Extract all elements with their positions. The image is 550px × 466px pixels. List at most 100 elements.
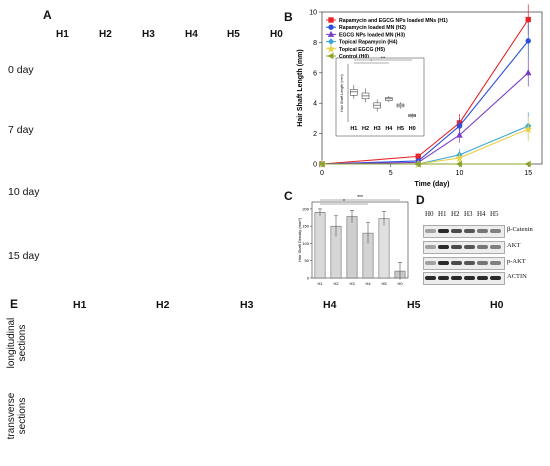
series-line-1 bbox=[321, 19, 529, 165]
blot-band bbox=[464, 229, 475, 233]
inset-category-label: H1 bbox=[350, 126, 357, 132]
series-line-3 bbox=[321, 72, 529, 165]
panel-b-line-chart: 0 2 4 6 8 10 0 5 10 15 Time (day) Hair Shaft Length… bbox=[297, 4, 543, 188]
blot-band bbox=[477, 276, 488, 280]
y-tick-label: 150 bbox=[302, 224, 309, 229]
inset-category-label: H2 bbox=[362, 126, 369, 132]
panel-e-row-label-word: longitudinal bbox=[6, 317, 17, 369]
panel-a-col-h4: H4 bbox=[185, 29, 198, 40]
panel-e-col-h1: H1 bbox=[73, 299, 87, 311]
y-tick-label: 8 bbox=[313, 40, 317, 47]
blot-band bbox=[477, 229, 488, 233]
y-tick-label: 200 bbox=[302, 206, 309, 211]
data-point bbox=[328, 24, 334, 30]
data-point bbox=[327, 52, 334, 60]
data-point bbox=[328, 17, 334, 23]
x-tick-label: H2 bbox=[333, 281, 339, 286]
panel-a-row-label: 7 day bbox=[8, 124, 34, 136]
panel-e-col-h4: H4 bbox=[323, 299, 337, 311]
panel-d-protein-label: AKT bbox=[507, 242, 521, 249]
y-tick-label: 0 bbox=[313, 162, 317, 169]
panel-e-col-h2: H2 bbox=[156, 299, 170, 311]
blot-band bbox=[425, 276, 436, 280]
blot-strip bbox=[423, 257, 505, 270]
data-point bbox=[524, 160, 531, 168]
legend-entry: EGCG NPs loaded MN (H3) bbox=[339, 32, 405, 38]
panel-d-col-h3: H3 bbox=[464, 210, 473, 218]
data-point bbox=[414, 160, 421, 168]
data-point bbox=[455, 160, 462, 168]
blot-band bbox=[451, 229, 462, 233]
data-point bbox=[525, 16, 531, 23]
x-tick-label: H5 bbox=[381, 281, 387, 286]
x-tick-label: 5 bbox=[389, 170, 393, 177]
panel-a-row-label: 10 day bbox=[8, 186, 40, 198]
legend-entry: Rapamycin loaded MN (H2) bbox=[339, 25, 406, 31]
data-point bbox=[327, 30, 335, 37]
panel-d-protein-label: ACTIN bbox=[507, 273, 527, 280]
panel-e-row-label-word: sections bbox=[17, 397, 28, 435]
y-axis-label: Hair Shaft Length (mm) bbox=[297, 49, 304, 126]
data-point bbox=[318, 160, 325, 168]
data-point bbox=[327, 38, 335, 45]
panel-c-bar-chart: 0 50 100 150 200 Hair Shaft Density (mm²) H1 H2… bbox=[297, 195, 409, 286]
bar bbox=[378, 218, 390, 279]
blot-band bbox=[464, 245, 475, 249]
legend-entry: Topical EGCG (H5) bbox=[339, 47, 385, 53]
legend-entry: Topical Rapamycin (H4) bbox=[339, 40, 398, 46]
data-point bbox=[524, 124, 533, 134]
panel-d-protein-label: β-Catenin bbox=[507, 226, 533, 233]
y-tick-label: 100 bbox=[302, 241, 309, 246]
x-axis-label: Time (day) bbox=[415, 181, 450, 188]
data-point bbox=[326, 44, 336, 53]
inset-box bbox=[350, 89, 358, 96]
blot-band bbox=[438, 229, 449, 233]
blot-band bbox=[425, 229, 436, 233]
y-tick-label: 50 bbox=[305, 258, 310, 263]
x-tick-label: 15 bbox=[524, 170, 532, 177]
x-tick-label: 0 bbox=[320, 170, 324, 177]
panel-a-col-h5: H5 bbox=[227, 29, 240, 40]
blot-band bbox=[438, 276, 449, 280]
bar bbox=[314, 212, 326, 279]
panel-label-a: A bbox=[43, 8, 52, 22]
panel-e-row-label-word: transverse bbox=[6, 392, 17, 440]
panel-d-col-h0: H0 bbox=[425, 210, 434, 218]
inset-frame bbox=[335, 57, 425, 137]
panel-b-legend: Rapamycin and EGCG NPs loaded MNs (H1)Ra… bbox=[326, 17, 448, 60]
y-tick-label: 6 bbox=[313, 70, 317, 77]
y-tick-label: 10 bbox=[309, 10, 317, 17]
data-point bbox=[525, 69, 532, 76]
panel-label-c: C bbox=[284, 189, 293, 203]
sig-label: *** bbox=[357, 195, 363, 201]
panel-e-col-h3: H3 bbox=[240, 299, 254, 311]
bar bbox=[346, 216, 358, 279]
panel-label-e: E bbox=[10, 297, 19, 311]
panel-a-row-label: 0 day bbox=[8, 64, 34, 76]
inset-sig-label: * bbox=[371, 58, 373, 63]
y-tick-label: 0 bbox=[307, 276, 310, 281]
panel-d-col-h1: H1 bbox=[438, 210, 447, 218]
data-point bbox=[455, 153, 464, 163]
blot-strip bbox=[423, 272, 505, 285]
blot-strip bbox=[423, 225, 505, 238]
blot-band bbox=[490, 245, 501, 249]
legend-entry: Control (H0) bbox=[339, 54, 369, 60]
panel-e-row-label: longitudinal sections bbox=[6, 309, 28, 377]
panel-label-d: D bbox=[416, 193, 425, 207]
x-tick-label: H3 bbox=[349, 281, 355, 286]
blot-band bbox=[451, 261, 462, 265]
panel-e-col-h5: H5 bbox=[407, 299, 421, 311]
panel-a-row-label: 15 day bbox=[8, 250, 40, 262]
panel-d-col-h2: H2 bbox=[451, 210, 460, 218]
panel-e-row-label: transverse sections bbox=[6, 380, 28, 452]
panel-e-col-h0: H0 bbox=[490, 299, 504, 311]
x-tick-label: H4 bbox=[365, 281, 371, 286]
panel-d-col-h4: H4 bbox=[477, 210, 486, 218]
panel-e-row-label-word: sections bbox=[17, 324, 28, 362]
panel-label-b: B bbox=[284, 10, 293, 24]
blot-band bbox=[451, 245, 462, 249]
blot-strip bbox=[423, 241, 505, 254]
panel-d-protein-label: p-AKT bbox=[507, 258, 526, 265]
